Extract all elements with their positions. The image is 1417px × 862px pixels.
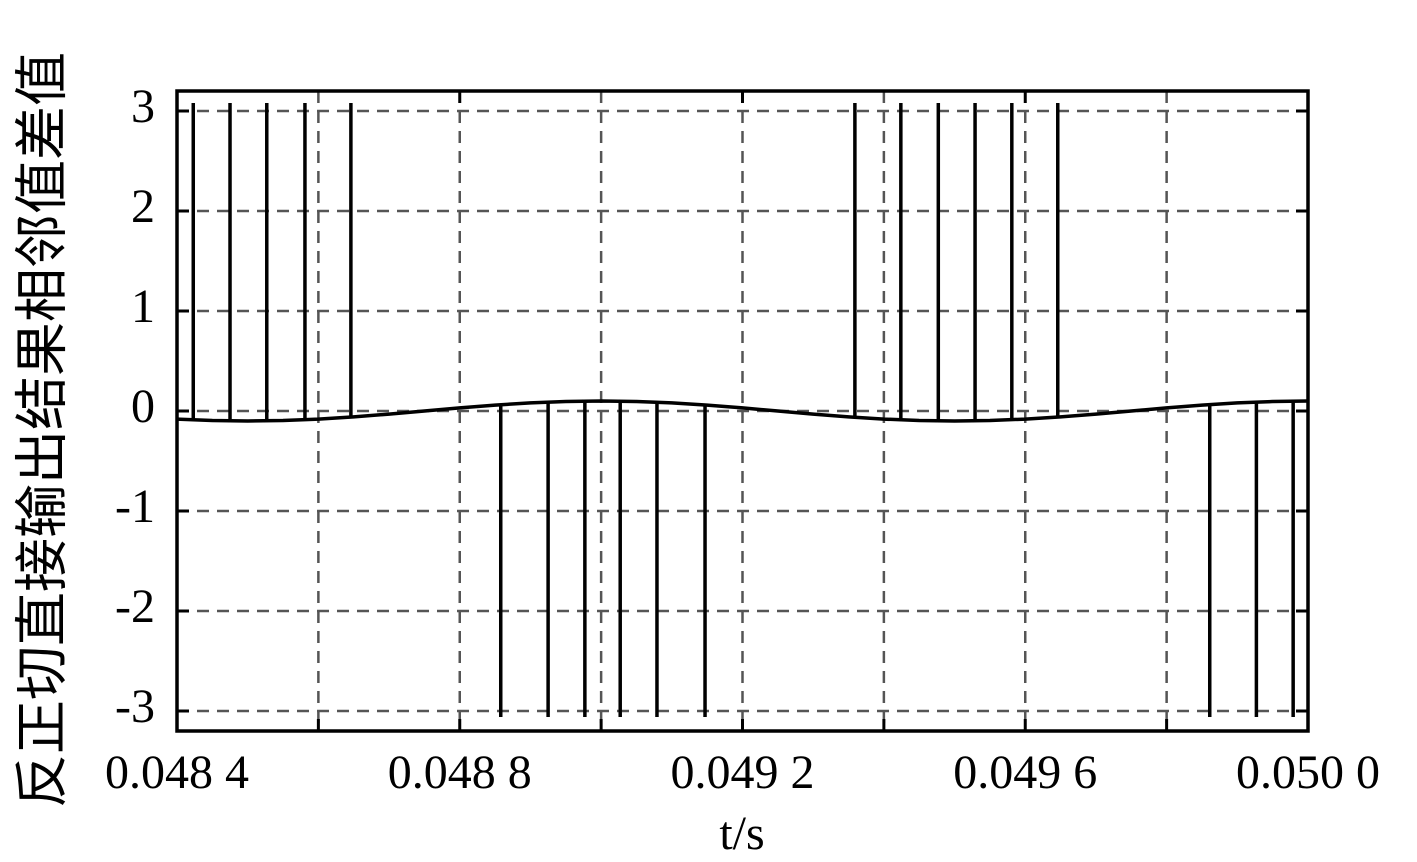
y-tick-label: -1 bbox=[115, 480, 155, 533]
y-tick-label: -2 bbox=[115, 580, 155, 633]
x-tick-label: 0.050 0 bbox=[1236, 746, 1380, 799]
y-tick-label: 1 bbox=[131, 280, 155, 333]
x-axis-label: t/s bbox=[719, 807, 764, 860]
x-tick-label: 0.049 2 bbox=[671, 746, 815, 799]
y-tick-label: 2 bbox=[131, 180, 155, 233]
x-tick-label: 0.048 8 bbox=[388, 746, 532, 799]
y-tick-label: 0 bbox=[131, 380, 155, 433]
y-axis-label: 反正切直接输出结果相邻值差值 bbox=[12, 52, 72, 808]
y-tick-label: -3 bbox=[115, 680, 155, 733]
curve bbox=[176, 399, 1309, 423]
x-tick-label: 0.049 6 bbox=[953, 746, 1097, 799]
x-tick-label: 0.048 4 bbox=[105, 746, 249, 799]
plot-frame bbox=[175, 89, 1310, 733]
y-tick-label: 3 bbox=[131, 80, 155, 133]
